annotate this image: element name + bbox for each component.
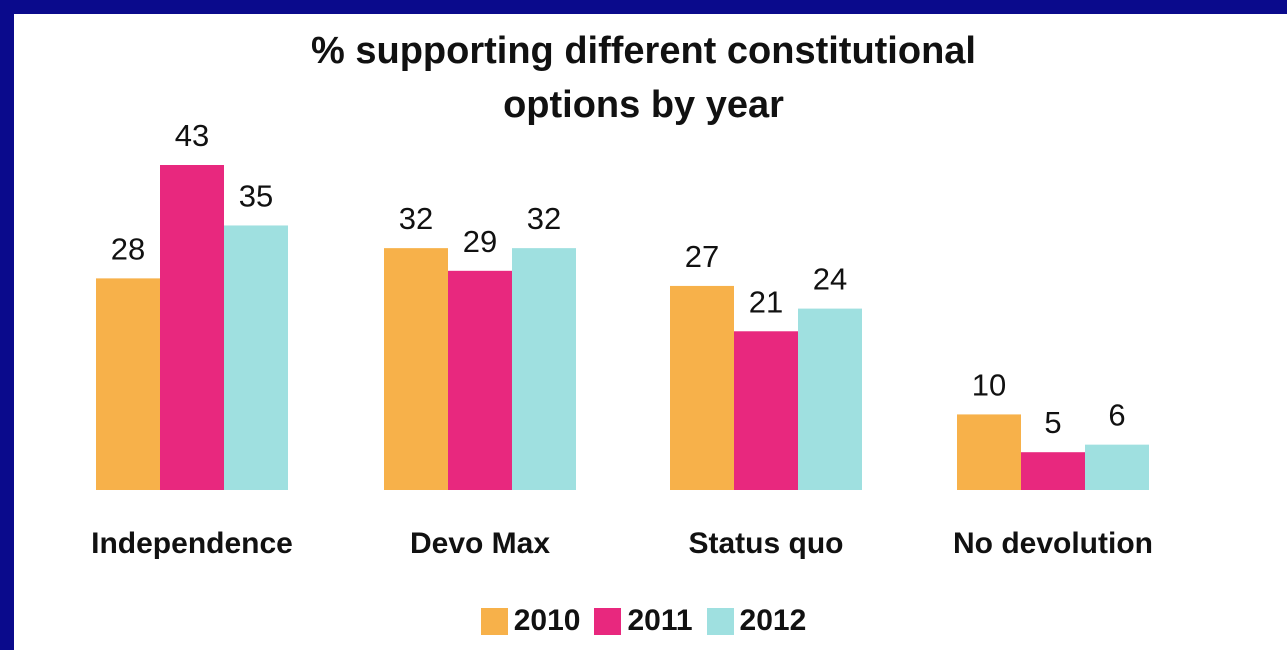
data-label-independence-2010: 28 — [111, 231, 145, 266]
data-label-independence-2012: 35 — [239, 178, 273, 213]
legend-label-2012: 2012 — [739, 604, 807, 637]
chart-title-line-1: % supporting different constitutional — [311, 30, 976, 72]
bar-independence-2012 — [224, 225, 288, 490]
bar-status-quo-2011 — [734, 331, 798, 490]
bar-devo-max-2010 — [384, 248, 448, 490]
data-label-status-quo-2012: 24 — [813, 262, 847, 297]
data-label-devo-max-2010: 32 — [399, 201, 433, 236]
chart-title-line-2: options by year — [503, 84, 784, 126]
category-label-independence: Independence — [91, 527, 293, 560]
data-label-status-quo-2010: 27 — [685, 239, 719, 274]
legend-item-2012: 2012 — [706, 604, 807, 638]
category-label-status-quo: Status quo — [689, 527, 844, 560]
legend-swatch-2010 — [480, 607, 508, 635]
bar-status-quo-2010 — [670, 285, 734, 490]
data-label-devo-max-2012: 32 — [527, 201, 561, 236]
category-label-no-devolution: No devolution — [953, 527, 1153, 560]
data-label-no-devolution-2011: 5 — [1044, 405, 1061, 440]
legend-label-2011: 2011 — [627, 604, 693, 637]
data-label-no-devolution-2012: 6 — [1108, 398, 1125, 433]
chart-legend: 2010 2011 2012 — [0, 604, 1287, 638]
data-label-no-devolution-2010: 10 — [972, 367, 1006, 402]
bar-devo-max-2012 — [512, 248, 576, 490]
legend-label-2010: 2010 — [513, 604, 581, 637]
bar-no-devolution-2011 — [1021, 452, 1085, 490]
chart-title: % supporting different constitutional op… — [0, 24, 1287, 132]
bar-independence-2010 — [96, 278, 160, 490]
bar-status-quo-2012 — [798, 308, 862, 490]
category-label-devo-max: Devo Max — [410, 527, 550, 560]
bar-no-devolution-2010 — [957, 414, 1021, 490]
legend-swatch-2012 — [706, 607, 734, 635]
data-label-independence-2011: 43 — [175, 118, 209, 153]
data-label-devo-max-2011: 29 — [463, 224, 497, 259]
bar-independence-2011 — [160, 165, 224, 490]
legend-swatch-2011 — [594, 607, 622, 635]
data-label-status-quo-2011: 21 — [749, 284, 783, 319]
bar-devo-max-2011 — [448, 270, 512, 490]
legend-item-2011: 2011 — [594, 604, 693, 638]
legend-item-2010: 2010 — [480, 604, 581, 638]
bar-no-devolution-2012 — [1085, 444, 1149, 490]
